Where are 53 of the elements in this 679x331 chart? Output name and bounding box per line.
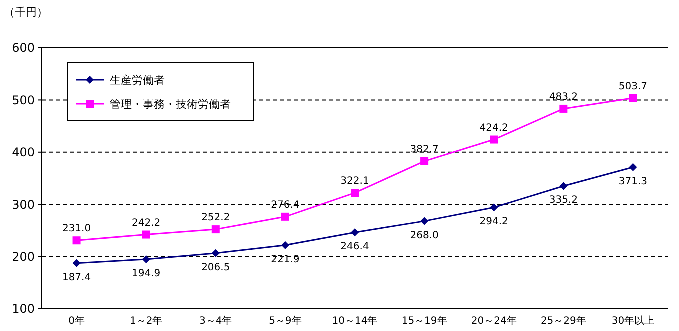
y-tick-label: 400 [12,146,35,160]
x-tick-label: 5～9年 [269,315,302,327]
data-label: 294.2 [480,216,508,228]
point [629,163,638,172]
data-label: 252.2 [202,212,230,224]
data-label: 194.9 [132,268,161,280]
legend-label: 生産労働者 [110,74,165,87]
data-label: 268.0 [410,230,439,242]
point [351,228,359,237]
y-tick-label: 600 [12,41,35,56]
data-label: 276.4 [271,200,300,211]
point [212,226,220,234]
data-label: 231.0 [62,224,92,235]
point [142,255,150,264]
point [490,204,498,212]
point [72,236,81,245]
point [560,182,568,190]
data-label: 246.4 [340,242,370,253]
point [281,241,290,250]
y-tick-label: 200 [12,250,35,264]
point [420,157,429,166]
data-label: 503.7 [618,81,648,92]
point [420,217,429,226]
point [212,249,220,258]
point [629,94,638,102]
data-label: 322.1 [340,176,370,188]
x-tick-label: 15～19年 [402,315,448,327]
x-tick-label: 3～4年 [200,315,232,327]
data-label: 335.2 [549,195,578,206]
point [281,212,290,221]
y-axis-title: （千円） [4,6,48,19]
data-label: 206.5 [202,262,230,274]
point [72,259,81,268]
y-tick-label: 100 [12,302,35,316]
data-label: 483.2 [549,92,578,103]
data-label: 424.2 [480,122,508,134]
x-tick-label: 0年 [68,315,85,327]
x-tick-label: 20～24年 [471,315,517,327]
x-tick-label: 25～29年 [540,315,586,327]
x-tick-label: 30年以上 [612,315,655,327]
point [142,230,150,239]
data-label: 242.2 [132,218,161,229]
legend-label: 管理・事務・技術労働者 [110,98,231,111]
point [560,104,568,113]
data-label: 371.3 [618,176,648,188]
point [490,136,498,144]
data-label: 221.9 [271,254,300,266]
x-tick-label: 10～14年 [332,315,378,327]
x-tick-label: 1～2年 [130,315,163,327]
point [351,189,359,198]
y-tick-label: 500 [12,93,35,108]
y-tick-label: 300 [12,198,35,212]
data-label: 187.4 [62,272,92,284]
